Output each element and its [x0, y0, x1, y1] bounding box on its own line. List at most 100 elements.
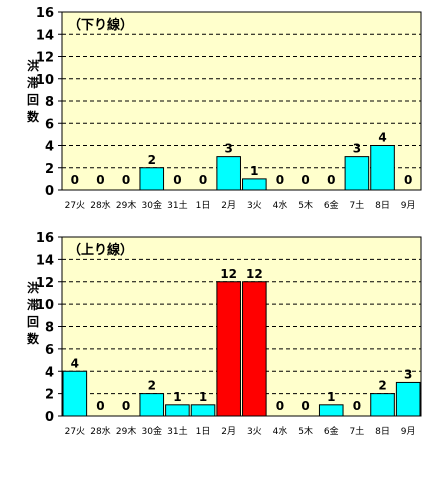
x-tick-label: 1日 — [196, 426, 211, 437]
x-tick-label: 7土 — [350, 425, 365, 437]
x-tick-label: 5木 — [298, 425, 313, 437]
data-label: 12 — [220, 267, 237, 281]
data-label: 0 — [122, 399, 130, 413]
x-tick-label: 9月 — [401, 426, 416, 437]
x-tick-label: 29木 — [116, 199, 136, 211]
y-axis-label-char: 滞 — [27, 75, 39, 90]
y-tick-label: 6 — [45, 343, 54, 358]
y-tick-label: 16 — [36, 231, 54, 246]
x-tick-label: 8日 — [375, 200, 390, 211]
data-label: 1 — [173, 390, 181, 404]
y-axis-label-char: 洪 — [27, 280, 39, 295]
x-tick-label: 27火 — [65, 200, 85, 211]
chart-title-box — [66, 15, 136, 33]
data-label: 0 — [301, 173, 309, 187]
x-tick-label: 3火 — [247, 426, 262, 437]
data-label: 3 — [353, 142, 361, 156]
data-label: 0 — [71, 173, 79, 187]
y-axis-label-char: 回 — [27, 315, 39, 329]
y-tick-label: 10 — [36, 298, 54, 313]
x-tick-label: 6金 — [324, 199, 339, 211]
data-label: 2 — [148, 153, 156, 167]
bar — [370, 393, 395, 417]
bar — [242, 281, 267, 417]
plot-area — [61, 236, 422, 417]
bar — [216, 156, 241, 191]
x-tick-label: 2月 — [221, 426, 236, 437]
x-tick-label: 4水 — [273, 425, 288, 437]
data-label: 3 — [404, 367, 412, 381]
x-tick-label: 29木 — [116, 425, 136, 437]
data-label: 1 — [327, 390, 335, 404]
y-tick-label: 4 — [45, 365, 54, 380]
x-tick-label: 4水 — [273, 199, 288, 211]
y-tick-label: 2 — [45, 162, 54, 177]
data-label: 1 — [199, 390, 207, 404]
chart-title: （上り線） — [68, 242, 133, 258]
y-tick-label: 8 — [45, 95, 54, 110]
bar — [318, 404, 344, 417]
data-label: 4 — [71, 356, 79, 370]
y-tick-label: 14 — [36, 253, 54, 268]
bar — [395, 381, 421, 417]
y-axis-label-char: 回 — [27, 93, 39, 107]
data-label: 0 — [353, 399, 361, 413]
y-tick-label: 2 — [45, 388, 54, 403]
y-axis-label-char: 滞 — [27, 297, 39, 312]
x-tick-label: 28水 — [90, 199, 110, 211]
data-label: 0 — [173, 173, 181, 187]
data-label: 3 — [224, 142, 232, 156]
y-axis-label-char: 数 — [27, 109, 40, 124]
data-label: 0 — [96, 173, 104, 187]
bar — [242, 178, 267, 191]
data-label: 0 — [404, 173, 412, 187]
data-label: 0 — [327, 173, 335, 187]
x-tick-label: 31土 — [167, 425, 187, 437]
x-tick-label: 31土 — [167, 199, 187, 211]
data-label: 12 — [246, 267, 263, 281]
data-label: 2 — [378, 379, 386, 393]
y-tick-label: 16 — [36, 6, 54, 21]
y-tick-label: 12 — [36, 276, 54, 291]
x-tick-label: 30金 — [142, 199, 162, 211]
y-tick-label: 12 — [36, 51, 54, 66]
y-tick-label: 6 — [45, 117, 54, 132]
data-label: 2 — [148, 379, 156, 393]
bar — [190, 404, 216, 417]
x-tick-label: 1日 — [196, 200, 211, 211]
bar — [62, 370, 88, 417]
data-label: 0 — [199, 173, 207, 187]
y-tick-label: 0 — [45, 184, 54, 199]
y-axis-label-char: 洪 — [27, 58, 39, 73]
y-tick-label: 8 — [45, 321, 54, 336]
x-tick-label: 2月 — [221, 200, 236, 211]
x-tick-label: 3火 — [247, 200, 262, 211]
x-tick-label: 27火 — [65, 426, 85, 437]
x-tick-label: 6金 — [324, 425, 339, 437]
data-label: 0 — [301, 399, 309, 413]
x-tick-label: 30金 — [142, 425, 162, 437]
bar — [165, 404, 190, 417]
data-label: 0 — [276, 173, 284, 187]
data-label: 1 — [250, 164, 258, 178]
y-tick-label: 10 — [36, 73, 54, 88]
data-label: 0 — [122, 173, 130, 187]
chart-title: （下り線） — [68, 17, 133, 33]
bar — [139, 167, 165, 191]
data-label: 0 — [276, 399, 284, 413]
y-tick-label: 0 — [45, 410, 54, 425]
chart-title-box — [66, 240, 136, 258]
y-tick-label: 14 — [36, 28, 54, 43]
y-tick-label: 4 — [45, 140, 54, 155]
data-label: 4 — [378, 131, 386, 145]
x-tick-label: 28水 — [90, 425, 110, 437]
x-tick-label: 5木 — [298, 199, 313, 211]
x-tick-label: 9月 — [401, 200, 416, 211]
bar — [370, 145, 395, 191]
bar — [139, 393, 165, 417]
x-tick-label: 8日 — [375, 426, 390, 437]
y-axis-label-char: 数 — [27, 331, 40, 346]
data-label: 0 — [96, 399, 104, 413]
